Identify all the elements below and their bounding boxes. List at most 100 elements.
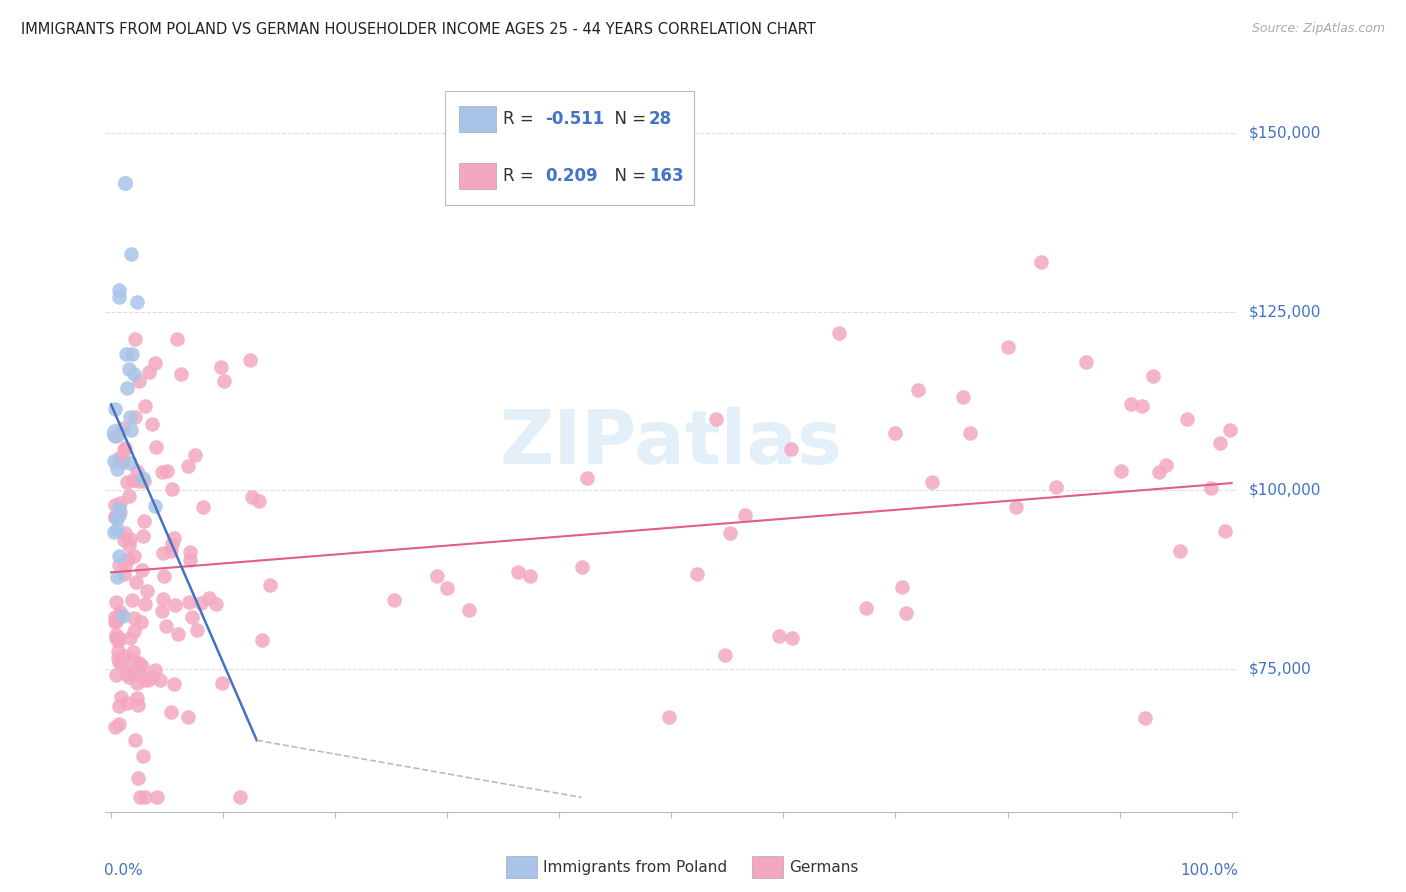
Point	[143, 356, 166, 370]
Point	[107, 633, 129, 648]
Point	[108, 716, 131, 731]
Point	[117, 551, 139, 566]
Point	[103, 454, 125, 468]
Point	[108, 558, 131, 573]
Point	[124, 367, 146, 381]
Point	[894, 607, 917, 621]
Point	[121, 592, 143, 607]
Point	[229, 790, 252, 805]
Point	[120, 632, 142, 646]
Point	[1154, 458, 1177, 472]
Point	[105, 615, 128, 629]
Point	[122, 473, 145, 487]
Point	[105, 631, 128, 645]
Point	[107, 699, 129, 714]
Point	[138, 673, 160, 687]
Point	[132, 475, 155, 489]
Point	[134, 400, 156, 414]
Point	[136, 583, 159, 598]
Point	[176, 710, 198, 724]
Point	[112, 566, 135, 581]
Text: 0.209: 0.209	[546, 167, 598, 185]
Point	[1213, 524, 1236, 538]
Point	[108, 451, 131, 466]
Point	[458, 602, 481, 616]
Point	[110, 690, 132, 705]
Point	[128, 656, 150, 670]
Point	[131, 658, 153, 673]
Point	[156, 464, 179, 478]
Point	[129, 615, 152, 630]
Point	[240, 490, 263, 504]
Point	[891, 580, 914, 594]
Point	[121, 346, 143, 360]
Point	[1133, 711, 1156, 725]
Text: 100.0%: 100.0%	[1181, 863, 1239, 879]
Point	[259, 578, 281, 592]
Point	[104, 615, 127, 629]
Point	[120, 247, 142, 261]
Point	[108, 284, 131, 298]
Point	[128, 474, 150, 488]
Text: Germans: Germans	[789, 860, 858, 874]
Point	[127, 294, 149, 309]
Text: $125,000: $125,000	[1249, 304, 1320, 319]
Point	[780, 442, 803, 457]
Point	[163, 598, 186, 612]
Point	[718, 526, 741, 541]
Point	[115, 665, 138, 680]
Point	[186, 624, 208, 638]
Point	[155, 618, 177, 632]
Point	[997, 340, 1019, 354]
Point	[138, 365, 160, 379]
Point	[114, 558, 136, 573]
Point	[571, 560, 593, 574]
Point	[112, 533, 135, 547]
Point	[183, 448, 205, 462]
Point	[149, 673, 172, 687]
Point	[114, 525, 136, 540]
Point	[828, 326, 851, 340]
Point	[176, 459, 198, 474]
Point	[214, 374, 236, 388]
Point	[1201, 481, 1223, 495]
Point	[143, 664, 166, 678]
Point	[104, 510, 127, 524]
Point	[952, 390, 974, 404]
Point	[205, 597, 228, 611]
Point	[250, 632, 273, 647]
Point	[179, 553, 201, 567]
Point	[1219, 423, 1241, 437]
Point	[124, 410, 146, 425]
Point	[734, 508, 756, 522]
Point	[239, 353, 262, 368]
Point	[105, 628, 128, 642]
Point	[166, 332, 188, 346]
Point	[247, 493, 270, 508]
Point	[160, 537, 183, 551]
Point	[169, 367, 191, 381]
Point	[132, 749, 155, 764]
Point	[107, 608, 129, 623]
Point	[780, 631, 803, 645]
Point	[685, 567, 707, 582]
Point	[191, 500, 214, 514]
Point	[121, 653, 143, 667]
Point	[1149, 465, 1171, 479]
Point	[111, 421, 134, 435]
Point	[152, 591, 174, 606]
Point	[118, 490, 141, 504]
Point	[179, 544, 201, 558]
Point	[180, 610, 202, 624]
Point	[959, 425, 981, 440]
Point	[1005, 500, 1028, 515]
Point	[114, 441, 136, 455]
Point	[141, 417, 163, 432]
Point	[105, 511, 128, 525]
Point	[107, 290, 129, 304]
Point	[127, 691, 149, 706]
Point	[768, 629, 790, 643]
Point	[115, 475, 138, 490]
Point	[190, 596, 212, 610]
Point	[124, 611, 146, 625]
